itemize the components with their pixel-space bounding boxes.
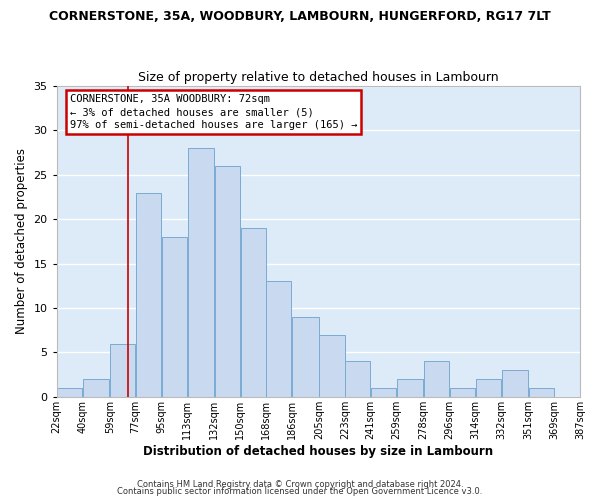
Bar	[397, 379, 424, 397]
Title: Size of property relative to detached houses in Lambourn: Size of property relative to detached ho…	[138, 70, 499, 84]
Bar	[450, 388, 475, 397]
Bar	[476, 379, 501, 397]
Bar	[136, 192, 161, 397]
Bar	[424, 362, 449, 397]
Bar	[215, 166, 240, 397]
Bar	[345, 362, 370, 397]
Bar	[241, 228, 266, 397]
Bar	[502, 370, 528, 397]
Bar	[110, 344, 135, 397]
Bar	[371, 388, 396, 397]
Text: CORNERSTONE, 35A WOODBURY: 72sqm
← 3% of detached houses are smaller (5)
97% of : CORNERSTONE, 35A WOODBURY: 72sqm ← 3% of…	[70, 94, 357, 130]
Bar	[188, 148, 214, 397]
Bar	[57, 388, 82, 397]
Bar	[292, 317, 319, 397]
Bar	[266, 282, 292, 397]
Bar	[319, 334, 344, 397]
Bar	[529, 388, 554, 397]
Bar	[83, 379, 109, 397]
X-axis label: Distribution of detached houses by size in Lambourn: Distribution of detached houses by size …	[143, 444, 493, 458]
Text: Contains HM Land Registry data © Crown copyright and database right 2024.: Contains HM Land Registry data © Crown c…	[137, 480, 463, 489]
Bar	[162, 237, 187, 397]
Y-axis label: Number of detached properties: Number of detached properties	[15, 148, 28, 334]
Text: CORNERSTONE, 35A, WOODBURY, LAMBOURN, HUNGERFORD, RG17 7LT: CORNERSTONE, 35A, WOODBURY, LAMBOURN, HU…	[49, 10, 551, 23]
Text: Contains public sector information licensed under the Open Government Licence v3: Contains public sector information licen…	[118, 487, 482, 496]
